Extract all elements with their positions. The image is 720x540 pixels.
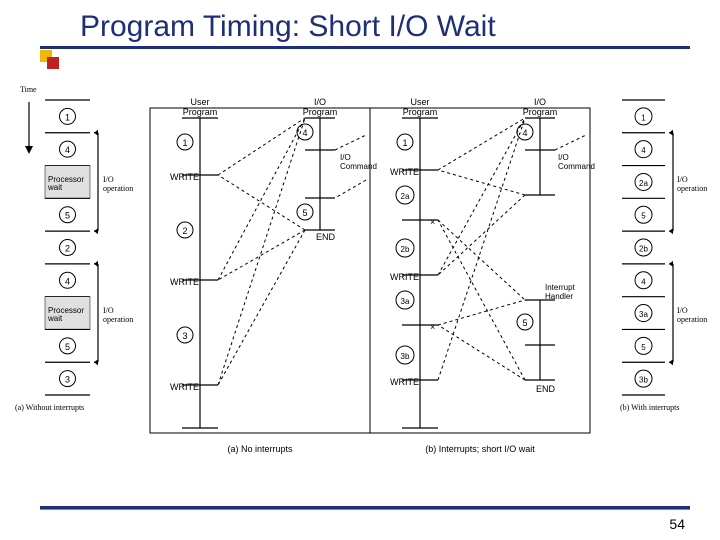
write-label: WRITE <box>170 172 199 182</box>
svg-text:(a) Without interrupts: (a) Without interrupts <box>15 403 84 412</box>
svg-text:operation: operation <box>103 184 133 193</box>
svg-text:I/O: I/O <box>677 306 688 315</box>
center-figure: UserProgram I/OProgram UserProgram I/OPr… <box>150 97 595 454</box>
svg-text:3a: 3a <box>639 310 648 319</box>
svg-text:I/O: I/O <box>103 306 114 315</box>
footer-rule <box>40 506 690 510</box>
svg-text:I/OCommand: I/OCommand <box>340 153 377 171</box>
svg-text:I/OProgram: I/OProgram <box>523 97 558 117</box>
svg-text:END: END <box>316 232 336 242</box>
svg-text:4: 4 <box>65 276 70 286</box>
svg-text:wait: wait <box>47 183 63 192</box>
page-number: 54 <box>669 516 685 532</box>
svg-text:1: 1 <box>182 138 187 148</box>
svg-text:3: 3 <box>65 375 70 385</box>
svg-text:WRITE: WRITE <box>170 277 199 287</box>
svg-text:wait: wait <box>47 314 63 323</box>
svg-text:WRITE: WRITE <box>390 272 419 282</box>
svg-text:3b: 3b <box>639 376 648 385</box>
svg-text:I/OProgram: I/OProgram <box>303 97 338 117</box>
title-bullet <box>40 50 58 68</box>
svg-text:×: × <box>430 217 435 227</box>
svg-text:×: × <box>430 322 435 332</box>
svg-text:END: END <box>536 384 556 394</box>
svg-text:5: 5 <box>302 208 307 218</box>
svg-text:Time: Time <box>20 85 37 94</box>
svg-text:operation: operation <box>103 315 133 324</box>
svg-text:5: 5 <box>522 318 527 328</box>
svg-text:3a: 3a <box>401 297 410 306</box>
svg-text:InterruptHandler: InterruptHandler <box>545 283 576 301</box>
svg-text:4: 4 <box>641 277 646 286</box>
svg-text:4: 4 <box>302 128 307 138</box>
svg-text:5: 5 <box>641 212 646 221</box>
svg-text:5: 5 <box>65 342 70 352</box>
svg-text:4: 4 <box>522 128 527 138</box>
svg-text:4: 4 <box>65 145 70 155</box>
svg-text:I/O: I/O <box>103 175 114 184</box>
svg-text:5: 5 <box>65 211 70 221</box>
svg-text:UserProgram: UserProgram <box>403 97 438 117</box>
svg-text:(b) With interrupts: (b) With interrupts <box>620 403 680 412</box>
svg-text:2a: 2a <box>639 179 648 188</box>
svg-text:1: 1 <box>65 112 70 122</box>
svg-text:4: 4 <box>641 146 646 155</box>
svg-text:3: 3 <box>182 331 187 341</box>
svg-text:I/O: I/O <box>677 175 688 184</box>
svg-text:operation: operation <box>677 315 707 324</box>
svg-text:2a: 2a <box>401 192 410 201</box>
title-underline <box>40 46 690 49</box>
svg-text:1: 1 <box>402 138 407 148</box>
right-timeline: 14I/Ooperation2a52b4I/Ooperation3a53b (b… <box>620 100 707 412</box>
title-block: Program Timing: Short I/O Wait <box>40 10 690 49</box>
svg-text:I/OCommand: I/OCommand <box>558 153 595 171</box>
svg-text:2b: 2b <box>401 245 410 254</box>
svg-text:WRITE: WRITE <box>390 377 419 387</box>
svg-text:UserProgram: UserProgram <box>183 97 218 117</box>
diagram: Time 14ProcessorwaitI/Ooperation524Proce… <box>10 80 710 480</box>
svg-text:(a) No interrupts: (a) No interrupts <box>227 444 293 454</box>
svg-text:2b: 2b <box>639 245 648 254</box>
svg-text:1: 1 <box>641 113 646 122</box>
svg-text:WRITE: WRITE <box>390 167 419 177</box>
svg-text:2: 2 <box>182 226 187 236</box>
svg-text:(b) Interrupts; short I/O wait: (b) Interrupts; short I/O wait <box>425 444 535 454</box>
svg-text:operation: operation <box>677 184 707 193</box>
page-title: Program Timing: Short I/O Wait <box>80 10 690 44</box>
svg-text:5: 5 <box>641 343 646 352</box>
left-timeline: Time 14ProcessorwaitI/Ooperation524Proce… <box>15 85 133 412</box>
svg-text:3b: 3b <box>401 352 410 361</box>
svg-text:2: 2 <box>65 244 70 254</box>
svg-text:WRITE: WRITE <box>170 382 199 392</box>
